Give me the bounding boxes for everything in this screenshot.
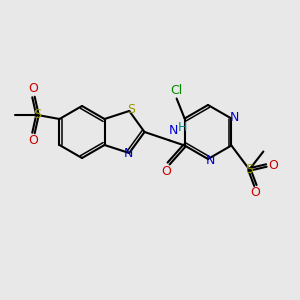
Text: S: S <box>245 163 253 176</box>
Text: N: N <box>169 124 178 137</box>
Text: O: O <box>162 165 172 178</box>
Text: O: O <box>28 134 38 148</box>
Text: N: N <box>124 146 133 160</box>
Text: O: O <box>268 159 278 172</box>
Text: O: O <box>28 82 38 95</box>
Text: O: O <box>250 186 260 199</box>
Text: S: S <box>34 109 41 122</box>
Text: N: N <box>205 154 215 166</box>
Text: H: H <box>178 121 187 134</box>
Text: Cl: Cl <box>170 84 183 97</box>
Text: N: N <box>230 111 239 124</box>
Text: S: S <box>127 103 135 116</box>
